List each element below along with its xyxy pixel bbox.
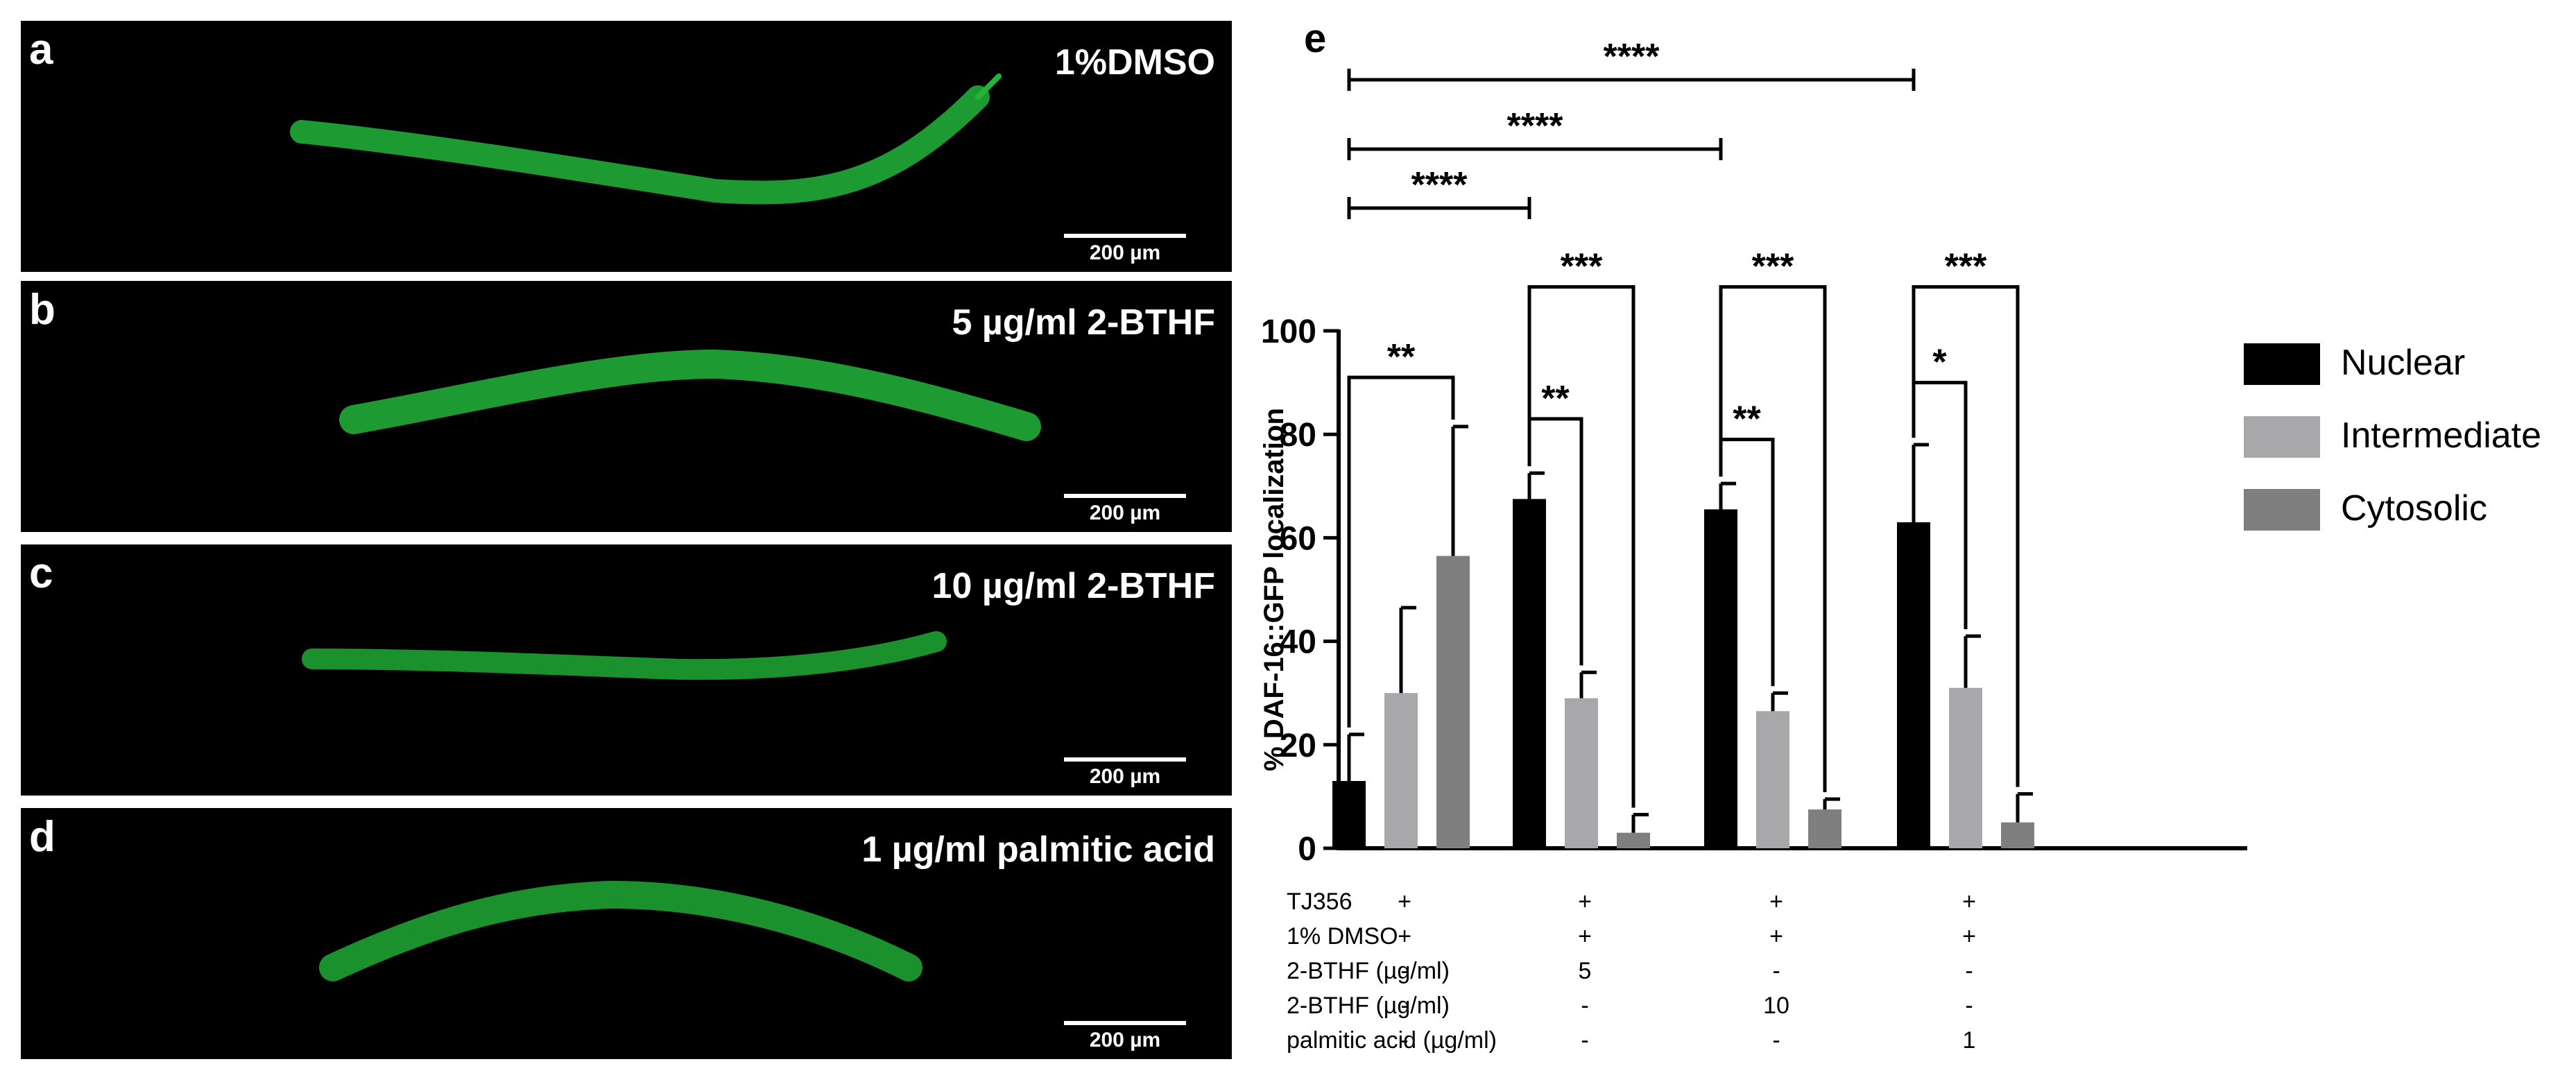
- significance-stars: ***: [1752, 247, 1794, 287]
- condition-label: 2-BTHF (µg/ml): [1287, 958, 1450, 984]
- panel-label-b: 5 µg/ml 2-BTHF: [952, 302, 1215, 343]
- condition-value: +: [1962, 888, 1976, 915]
- panel-label-d: 1 µg/ml palmitic acid: [861, 830, 1215, 870]
- scale-label-d: 200 µm: [1089, 1029, 1161, 1051]
- scale-bar: [1064, 1021, 1186, 1025]
- legend-swatch-nuclear: [2244, 343, 2320, 385]
- localization-bar-chart: e0 20 40 60 80 100% DAF-16::GFP localization *…: [1259, 16, 2541, 1054]
- condition-value: +: [1398, 888, 1411, 915]
- condition-value: 10: [1763, 993, 1789, 1019]
- condition-value: -: [1400, 1027, 1408, 1054]
- panel-label-c: 10 µg/ml 2-BTHF: [931, 566, 1215, 606]
- condition-value: +: [1578, 923, 1592, 950]
- bar-intermediate: [1384, 693, 1418, 848]
- condition-value: +: [1769, 923, 1783, 950]
- worm-image-c: [302, 631, 947, 680]
- condition-value: -: [1772, 1027, 1780, 1054]
- condition-value: -: [1965, 993, 1973, 1019]
- micrograph-panel-b: b 5 µg/ml 2-BTHF 200 µm: [21, 281, 1232, 532]
- condition-value: -: [1581, 993, 1588, 1019]
- significance-stars: **: [1541, 379, 1570, 419]
- bar-nuclear: [1332, 781, 1366, 848]
- panel-letter-b: b: [29, 286, 55, 334]
- condition-value: +: [1578, 888, 1592, 915]
- worm-image-a: [290, 74, 1002, 205]
- bar-intermediate: [1756, 711, 1789, 848]
- condition-value: 5: [1579, 958, 1592, 984]
- condition-value: -: [1772, 958, 1780, 984]
- condition-value: 1: [1963, 1027, 1976, 1054]
- y-tick-label: 20: [1280, 728, 1316, 764]
- group-comparison-stars: ****: [1604, 37, 1660, 77]
- condition-value: -: [1400, 993, 1408, 1019]
- y-tick-label: 40: [1280, 624, 1316, 661]
- significance-stars: ***: [1945, 247, 1987, 287]
- scale-bar: [1064, 494, 1186, 498]
- y-tick-label: 0: [1298, 831, 1316, 868]
- worm-image-b: [339, 349, 1041, 441]
- significance-stars: **: [1387, 337, 1416, 377]
- y-tick-label: 100: [1261, 314, 1316, 350]
- scale-label-a: 200 µm: [1089, 241, 1161, 264]
- condition-label: 1% DMSO: [1287, 923, 1398, 950]
- significance-bracket: [1912, 285, 2020, 787]
- bar-intermediate: [1565, 698, 1598, 848]
- scale-label-b: 200 µm: [1089, 501, 1161, 524]
- condition-value: -: [1965, 958, 1973, 984]
- condition-label: palmitic acid (µg/ml): [1287, 1027, 1497, 1054]
- condition-value: +: [1769, 888, 1783, 915]
- scale-label-c: 200 µm: [1089, 765, 1161, 788]
- condition-value: -: [1581, 1027, 1588, 1054]
- panel-letter-a: a: [29, 26, 53, 74]
- significance-stars: ***: [1561, 247, 1603, 287]
- scale-bar: [1064, 234, 1186, 238]
- bar-cytosolic: [1617, 832, 1650, 848]
- panel-label-a: 1%DMSO: [1054, 42, 1215, 83]
- panel-letter-c: c: [29, 549, 53, 597]
- significance-bracket: [1719, 285, 1827, 793]
- legend-swatch-cytosolic: [2244, 489, 2320, 531]
- condition-value: -: [1400, 958, 1408, 984]
- y-axis-title: % DAF-16::GFP localization: [1259, 408, 1289, 771]
- significance-stars: *: [1932, 343, 1947, 383]
- y-tick-label: 60: [1280, 520, 1316, 557]
- condition-label: TJ356: [1287, 888, 1353, 915]
- panel-letter-d: d: [29, 813, 55, 861]
- bar-cytosolic: [2001, 822, 2034, 848]
- panel-letter-e: e: [1304, 16, 1326, 61]
- significance-bracket: [1719, 438, 1775, 687]
- significance-bracket: [1527, 285, 1635, 808]
- y-tick-label: 80: [1280, 417, 1316, 454]
- group-comparison-stars: ****: [1507, 106, 1564, 146]
- legend-label-intermediate: Intermediate: [2341, 415, 2541, 456]
- significance-bracket: [1912, 381, 1968, 630]
- significance-bracket: [1347, 375, 1455, 728]
- worm-image-d: [319, 880, 922, 981]
- significance-stars: **: [1733, 400, 1761, 440]
- bar-nuclear: [1513, 499, 1546, 848]
- group-comparison-stars: ****: [1411, 165, 1468, 205]
- micrograph-panel-c: c 10 µg/ml 2-BTHF 200 µm: [21, 544, 1232, 796]
- bar-nuclear: [1897, 522, 1930, 848]
- condition-label: 2-BTHF (µg/ml): [1287, 993, 1450, 1019]
- legend-label-nuclear: Nuclear: [2341, 343, 2465, 383]
- scale-bar: [1064, 757, 1186, 762]
- bar-intermediate: [1949, 687, 1982, 848]
- bar-cytosolic: [1808, 809, 1841, 848]
- condition-value: +: [1398, 923, 1411, 950]
- legend-label-cytosolic: Cytosolic: [2341, 488, 2487, 529]
- micrograph-panel-a: a 1%DMSO 200 µm: [21, 21, 1232, 272]
- significance-bracket: [1527, 417, 1583, 666]
- legend-swatch-intermediate: [2244, 416, 2320, 458]
- bar-cytosolic: [1436, 556, 1470, 848]
- condition-value: +: [1962, 923, 1976, 950]
- micrograph-panel-d: d 1 µg/ml palmitic acid 200 µm: [21, 808, 1232, 1059]
- bar-nuclear: [1704, 509, 1737, 848]
